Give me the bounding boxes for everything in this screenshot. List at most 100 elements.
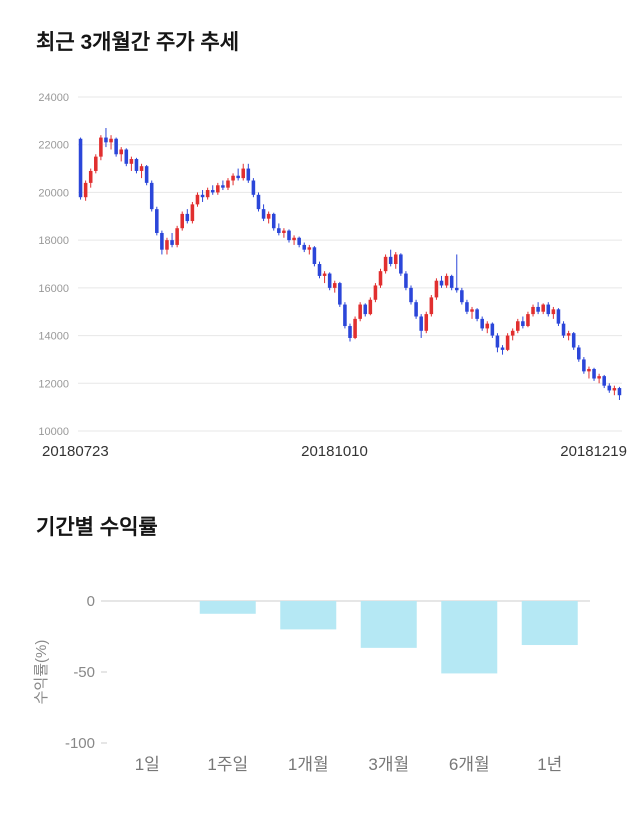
- candle-body: [617, 388, 622, 396]
- candle-body: [185, 213, 190, 222]
- candle-body: [317, 264, 322, 276]
- price-chart-title: 최근 3개월간 주가 추세: [36, 31, 240, 54]
- x-tick-label-mid: 20181010: [301, 443, 368, 460]
- candle-body: [363, 304, 368, 315]
- y-tick-label: 18000: [38, 235, 69, 247]
- candle-body: [261, 209, 266, 219]
- candle-body: [577, 347, 581, 360]
- candle-body: [119, 149, 123, 155]
- candle-body: [175, 228, 179, 245]
- candle-body: [424, 314, 429, 331]
- candle-body: [541, 304, 545, 312]
- candle-body: [607, 385, 612, 391]
- candle-body: [343, 304, 347, 327]
- candle-body: [470, 309, 474, 312]
- page: 최근 3개월간 주가 추세 24000 22000 20000 18000 16000 1…: [0, 30, 640, 793]
- candle-body: [271, 213, 276, 229]
- x-category-label: 1일: [135, 755, 160, 774]
- candle-body: [414, 302, 418, 317]
- x-tick-label-end: 20181219: [560, 443, 627, 460]
- price-x-axis: 20180723 20181010 20181219: [42, 443, 627, 463]
- candle-body: [180, 213, 185, 229]
- candle-body: [460, 290, 464, 303]
- candle-body: [582, 359, 586, 372]
- candle-body: [409, 287, 413, 303]
- y-tick-label: -50: [73, 664, 95, 681]
- candle-body: [383, 256, 388, 272]
- candle-body: [124, 149, 129, 164]
- candle-body: [200, 194, 205, 198]
- candle-body: [256, 194, 261, 210]
- candle-body: [521, 321, 525, 327]
- candle-body: [526, 314, 530, 327]
- candle-body: [490, 323, 495, 336]
- candle-body: [190, 204, 195, 222]
- candle-body: [231, 175, 235, 181]
- return-bar: [280, 601, 337, 630]
- candle-body: [99, 137, 103, 157]
- candle-body: [592, 368, 596, 379]
- candle-body: [368, 299, 373, 315]
- candle-body: [500, 347, 505, 350]
- candle-body: [551, 309, 556, 315]
- returns-chart-title: 기간별 수익률: [36, 516, 158, 539]
- candle-body: [393, 254, 398, 264]
- y-axis-title: 수익률(%): [33, 640, 50, 705]
- candle-body: [515, 321, 520, 331]
- candle-body: [546, 304, 551, 315]
- candle-body: [134, 159, 139, 171]
- candle-body: [332, 283, 337, 288]
- candle-body: [571, 333, 576, 348]
- candle-body: [205, 190, 210, 198]
- candle-body: [104, 137, 108, 143]
- x-category-label: 6개월: [449, 755, 490, 774]
- candle-body: [454, 287, 459, 291]
- candle-body: [475, 309, 479, 319]
- candle-body: [388, 256, 393, 264]
- candle-body: [378, 271, 383, 286]
- y-tick-label: 0: [87, 593, 95, 610]
- candle-body: [287, 230, 291, 241]
- candle-body: [246, 168, 251, 181]
- y-tick-label: 20000: [38, 187, 69, 199]
- candle-body: [465, 302, 469, 312]
- candle-body: [88, 170, 93, 183]
- candle-body: [373, 285, 378, 300]
- candle-body: [236, 175, 240, 179]
- candle-body: [144, 166, 149, 183]
- candle-body: [449, 275, 454, 288]
- candle-body: [338, 283, 342, 305]
- price-chart: 24000 22000 20000 18000 16000 14000 12000 10000…: [0, 85, 640, 463]
- y-tick-label: 10000: [38, 426, 69, 437]
- x-category-label: 1주일: [207, 755, 248, 774]
- candle-body: [149, 182, 154, 210]
- candle-body: [561, 323, 566, 336]
- candle-body: [312, 247, 317, 264]
- returns-chart-canvas: 0 -50 -100 1일 1주일 1개월 3개월 6개월 1년 수익률(%): [33, 593, 590, 774]
- candle-body: [495, 335, 500, 348]
- candle-body: [404, 273, 408, 288]
- candle-body: [439, 280, 444, 286]
- return-bar: [360, 601, 417, 648]
- candle-body: [434, 280, 439, 298]
- candle-body: [419, 316, 423, 331]
- candle-body: [327, 273, 332, 288]
- candle-body: [282, 230, 286, 233]
- candle-body: [170, 240, 174, 245]
- candle-body: [292, 237, 296, 241]
- candle-body: [505, 335, 510, 350]
- candle-body: [155, 209, 159, 233]
- candle-body: [444, 275, 449, 286]
- candle-body: [485, 323, 490, 329]
- candle-body: [307, 247, 312, 250]
- candle-body: [83, 182, 88, 198]
- candle-body: [221, 185, 225, 188]
- candle-body: [480, 318, 484, 329]
- candle-body: [160, 232, 164, 250]
- x-category-label: 1개월: [288, 755, 329, 774]
- candle-body: [510, 330, 515, 336]
- candle-body: [139, 166, 144, 171]
- candle-body: [536, 306, 540, 312]
- candle-body: [216, 185, 220, 193]
- candle-body: [241, 168, 246, 179]
